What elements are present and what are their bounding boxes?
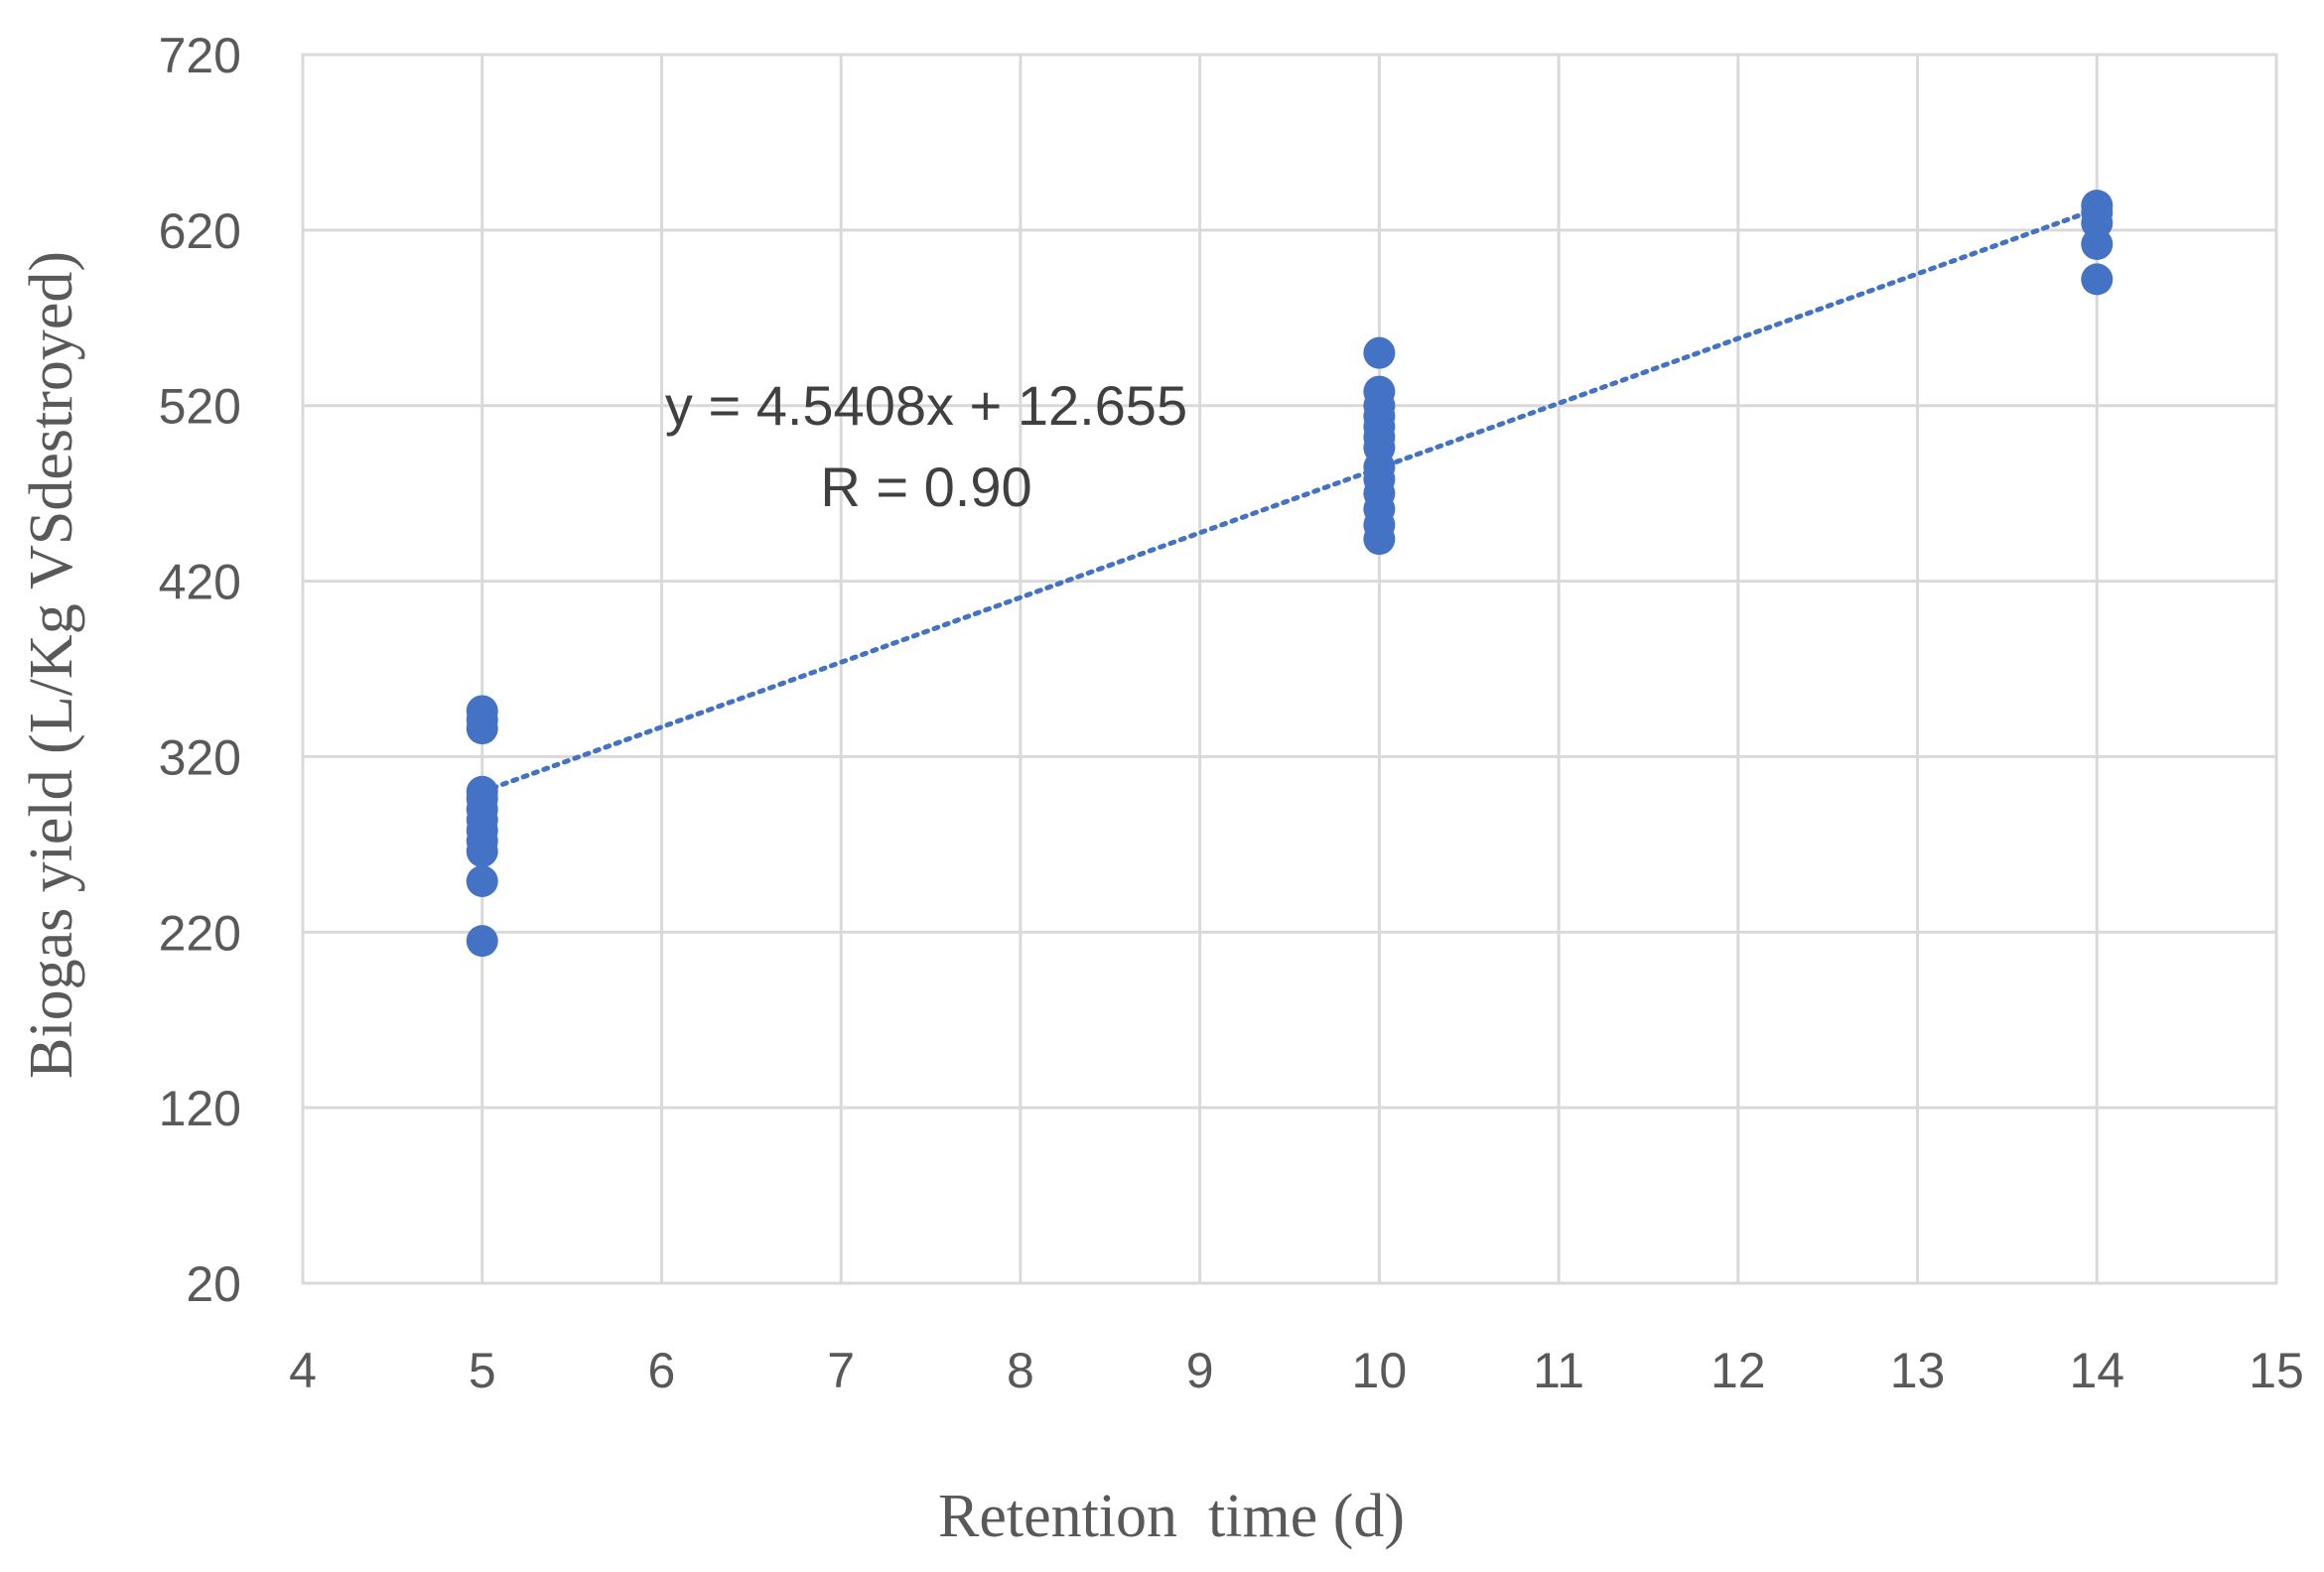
x-tick-label: 12 [1710, 1343, 1766, 1398]
y-axis-tick-labels: 20 120 220 320 420 520 620 720 [159, 28, 241, 1312]
data-point [466, 925, 498, 958]
x-tick-label: 4 [289, 1343, 317, 1398]
x-tick-label: 8 [1007, 1343, 1034, 1398]
data-point [466, 695, 498, 727]
data-point [466, 864, 498, 897]
plot-area-border [301, 53, 2278, 1285]
data-point [2081, 190, 2114, 222]
data-point [1363, 336, 1396, 369]
y-tick-label: 220 [159, 905, 241, 961]
data-points [466, 190, 2114, 958]
x-tick-label: 5 [469, 1343, 496, 1398]
y-tick-label: 420 [159, 555, 241, 610]
y-axis-title: Biogas yield (L/Kg VSdestroyed) [18, 251, 85, 1079]
x-tick-label: 13 [1890, 1343, 1946, 1398]
x-axis-tick-labels: 4 5 6 7 8 9 10 11 12 13 14 15 [289, 1343, 2304, 1398]
x-tick-label: 9 [1186, 1343, 1214, 1398]
y-tick-label: 620 [159, 203, 241, 259]
trendline [479, 206, 2100, 795]
trendline-equation: y = 4.5408x + 12.655 [665, 374, 1187, 437]
data-point [1363, 375, 1396, 408]
x-axis-title: Retention time (d) [938, 1483, 1405, 1550]
y-tick-label: 520 [159, 379, 241, 435]
x-tick-label: 6 [648, 1343, 676, 1398]
data-point [2081, 263, 2114, 296]
data-point [466, 775, 498, 808]
y-tick-label: 20 [186, 1256, 241, 1312]
y-tick-label: 120 [159, 1081, 241, 1136]
trendline-layer [479, 206, 2100, 795]
y-tick-label: 720 [159, 28, 241, 83]
x-tick-label: 14 [2069, 1343, 2124, 1398]
gridlines [301, 53, 2278, 1285]
x-tick-label: 7 [827, 1343, 855, 1398]
correlation-coefficient: R = 0.90 [820, 456, 1031, 518]
y-tick-label: 320 [159, 729, 241, 785]
x-tick-label: 11 [1533, 1343, 1584, 1398]
x-tick-label: 15 [2249, 1343, 2304, 1398]
x-tick-label: 10 [1352, 1343, 1408, 1398]
